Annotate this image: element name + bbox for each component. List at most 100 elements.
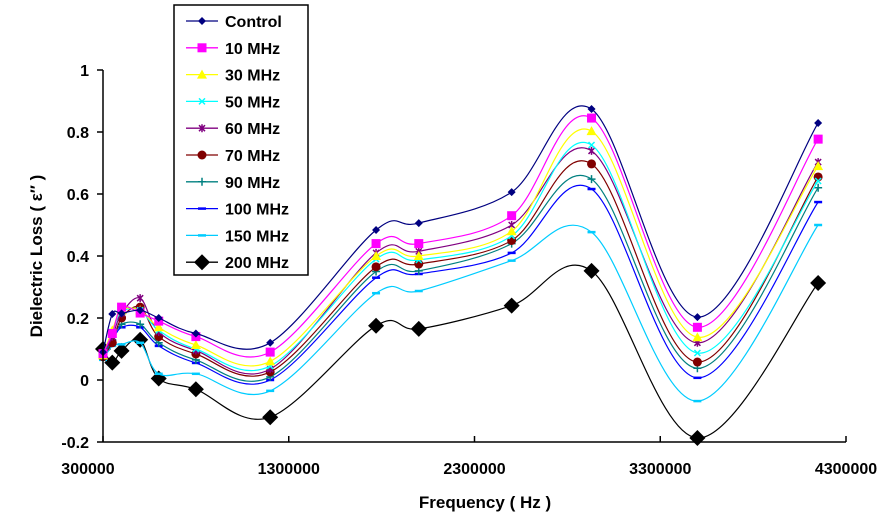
legend-marker <box>198 177 206 186</box>
data-point <box>693 349 701 357</box>
series-layer <box>95 105 827 446</box>
legend-label: 50 MHz <box>225 94 280 111</box>
legend-marker <box>197 150 207 160</box>
data-point <box>507 211 517 221</box>
legend-item: 100 MHz <box>186 202 289 219</box>
y-axis-title: Dielectric Loss ( ε″ ) <box>27 175 46 338</box>
series-control <box>99 105 823 357</box>
data-point <box>371 262 381 272</box>
data-point <box>410 320 427 337</box>
legend-marker <box>194 254 210 271</box>
legend-label: 150 MHz <box>225 228 289 245</box>
legend-marker <box>197 43 207 53</box>
legend-label: 200 MHz <box>225 255 289 272</box>
legend-item: 10 MHz <box>186 41 280 58</box>
data-point <box>371 239 381 249</box>
data-point <box>190 339 201 349</box>
y-tick-label: 0.2 <box>67 311 89 328</box>
y-tick-label: 0.4 <box>67 249 89 266</box>
data-point <box>187 381 204 398</box>
data-point <box>586 126 597 136</box>
legend-label: 30 MHz <box>225 68 280 85</box>
data-point <box>814 183 823 192</box>
legend-label: 100 MHz <box>225 202 289 219</box>
series-line <box>102 184 819 385</box>
data-point <box>136 320 145 329</box>
x-axis-title: Frequency ( Hz ) <box>419 493 551 512</box>
legend-item: 60 MHz <box>186 121 280 138</box>
legend-item: 70 MHz <box>186 148 280 165</box>
x-tick-label: 1300000 <box>258 461 320 478</box>
data-point <box>136 306 145 315</box>
data-point <box>693 313 702 322</box>
series-line <box>102 264 819 439</box>
series-line <box>102 174 819 382</box>
data-point <box>262 409 279 426</box>
legend-item: Control <box>186 14 282 31</box>
data-point <box>414 239 424 249</box>
data-point <box>191 329 200 338</box>
data-point <box>503 297 520 314</box>
data-point <box>587 113 597 123</box>
data-point <box>810 274 827 291</box>
data-point <box>814 177 822 185</box>
y-tick-label: 0 <box>80 373 89 390</box>
legend-label: 70 MHz <box>225 148 280 165</box>
legend-item: 150 MHz <box>186 228 289 245</box>
data-point <box>506 226 517 236</box>
data-point <box>692 332 703 342</box>
data-point <box>813 161 824 171</box>
series-line <box>102 224 819 402</box>
x-tick-label: 300000 <box>61 461 114 478</box>
legend-item: 90 MHz <box>186 175 280 192</box>
x-tick-label: 3300000 <box>629 461 691 478</box>
data-point <box>414 219 423 228</box>
legend-marker <box>198 17 206 25</box>
legend-label: 10 MHz <box>225 41 280 58</box>
data-point <box>117 309 126 318</box>
legend: Control 10 MHz 30 MHz 50 MHz 60 MHz 70 MHz 90 … <box>173 4 309 276</box>
data-point <box>587 141 596 149</box>
data-point <box>587 105 596 114</box>
legend-item: 30 MHz <box>186 68 280 85</box>
data-point <box>104 354 121 371</box>
data-point <box>507 188 516 197</box>
data-point <box>814 119 823 128</box>
legend-marker <box>198 124 206 133</box>
data-point <box>689 429 706 446</box>
data-point <box>583 262 600 279</box>
data-point <box>266 338 275 347</box>
data-point <box>587 159 597 169</box>
data-point <box>117 302 127 312</box>
data-point <box>413 251 424 260</box>
legend-item: 50 MHz <box>186 94 280 111</box>
data-point <box>587 175 596 184</box>
data-point <box>587 146 596 155</box>
legend-marker <box>198 97 206 105</box>
data-point <box>368 317 385 334</box>
legend-item: 200 MHz <box>186 254 289 272</box>
data-point <box>136 294 144 303</box>
data-point <box>108 309 117 318</box>
legend-box <box>173 4 309 276</box>
legend-marker <box>197 69 207 79</box>
legend-label: 90 MHz <box>225 175 280 192</box>
data-point <box>372 225 381 234</box>
y-tick-label: -0.2 <box>61 435 89 452</box>
data-point <box>692 322 702 332</box>
data-point <box>154 314 163 322</box>
x-tick-label: 4300000 <box>815 461 877 478</box>
y-tick-label: 0.6 <box>67 187 89 204</box>
data-point <box>265 356 276 366</box>
legend-label: Control <box>225 14 282 31</box>
data-point <box>692 357 702 367</box>
data-point <box>371 251 382 260</box>
series-200-mhz <box>95 262 827 446</box>
data-point <box>107 329 117 338</box>
data-point <box>265 347 275 357</box>
data-point <box>153 322 164 332</box>
data-point <box>113 342 130 359</box>
legend-label: 60 MHz <box>225 121 280 138</box>
